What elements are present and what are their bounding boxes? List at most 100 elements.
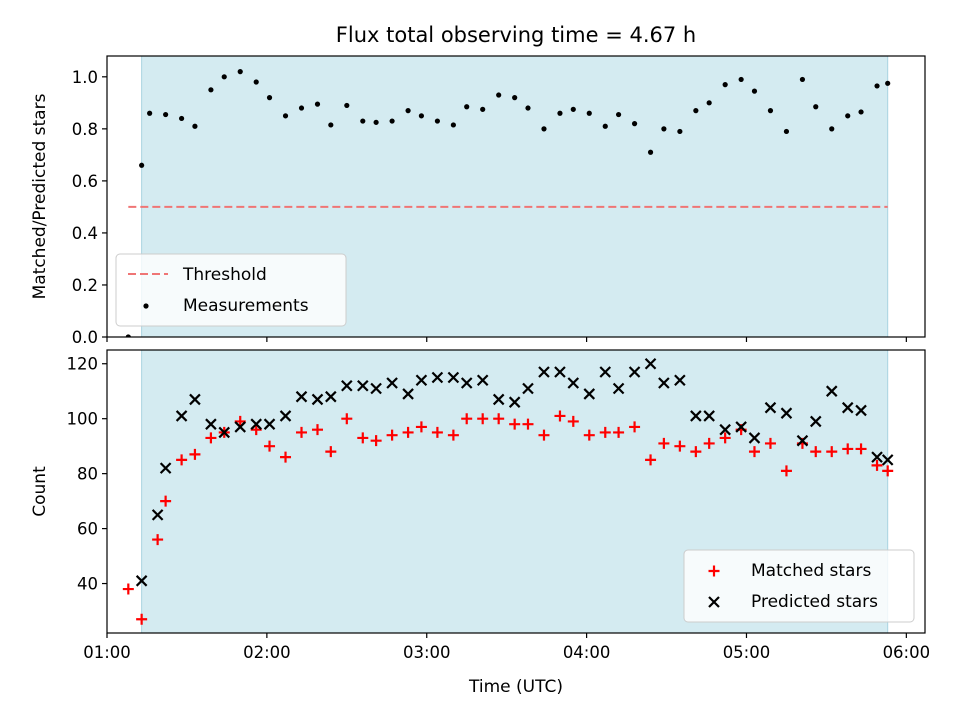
data-point (341, 413, 353, 425)
data-point (570, 106, 576, 112)
legend-swatch (143, 303, 149, 309)
data-point (647, 149, 654, 155)
x-tick-label: 02:00 (243, 643, 291, 662)
data-point (764, 401, 777, 414)
data-point (328, 122, 334, 128)
data-point (460, 377, 473, 389)
data-point (250, 418, 262, 430)
data-point (748, 432, 761, 444)
legend-label: Predicted stars (751, 592, 878, 612)
data-point (855, 404, 867, 417)
data-point (541, 126, 547, 132)
data-point (512, 95, 518, 101)
data-point (151, 509, 164, 521)
data-point (629, 421, 641, 433)
data-point (881, 454, 894, 466)
chart-title: Flux total observing time = 4.67 h (336, 23, 696, 47)
data-point (434, 118, 440, 124)
data-point (690, 446, 702, 458)
data-point (583, 429, 595, 441)
data-point (176, 454, 188, 466)
data-point (693, 108, 699, 114)
data-point (163, 111, 169, 118)
data-point (189, 448, 201, 460)
data-point (583, 388, 596, 400)
data-point (829, 126, 835, 132)
data-point (628, 366, 641, 378)
axes-frame (106, 55, 926, 338)
data-point (122, 583, 134, 595)
data-point (748, 446, 760, 458)
data-point (405, 108, 411, 114)
data-point (871, 459, 883, 471)
data-point (360, 118, 366, 124)
data-point (599, 366, 612, 378)
data-point (799, 76, 806, 83)
data-point (179, 115, 185, 122)
data-point (751, 88, 758, 94)
legend-item: Predicted stars (708, 592, 878, 612)
data-point (263, 418, 276, 430)
legend: Threshold Measurements (115, 253, 347, 327)
data-point (492, 393, 505, 406)
data-point (298, 105, 305, 111)
data-point (858, 109, 864, 115)
data-point (674, 440, 686, 452)
data-point (644, 357, 657, 370)
data-point (557, 110, 563, 116)
data-point (764, 437, 776, 449)
y-tick-label: 0.8 (72, 120, 98, 139)
data-point (599, 426, 611, 438)
y-tick-label: 0.6 (72, 172, 98, 191)
data-point (674, 374, 686, 387)
y-tick-label: 60 (77, 520, 98, 539)
data-point (147, 110, 153, 116)
data-point (809, 415, 822, 428)
data-point (175, 410, 188, 422)
data-point (855, 443, 867, 455)
x-tick-label: 01:00 (83, 643, 131, 662)
data-point (722, 82, 728, 88)
data-point (237, 69, 243, 75)
data-point (477, 413, 489, 425)
data-point (447, 371, 460, 384)
y-tick-label: 100 (67, 410, 99, 429)
data-point (885, 80, 891, 86)
data-point (780, 465, 792, 477)
axes-frame (106, 349, 926, 634)
data-point (431, 371, 444, 384)
data-point (508, 396, 521, 408)
data-point (525, 105, 531, 111)
legend-box (683, 549, 915, 623)
data-point (325, 390, 337, 403)
data-point (567, 415, 579, 427)
data-point (796, 434, 809, 447)
data-point (192, 123, 198, 129)
data-point (344, 102, 350, 109)
y-axis-label: Count (30, 466, 50, 517)
data-points (125, 69, 891, 337)
data-point (139, 162, 145, 168)
data-point (234, 421, 247, 433)
data-point (586, 110, 592, 116)
data-point (813, 104, 819, 110)
legend: Matched stars Predicted stars (683, 549, 915, 623)
data-point (645, 454, 657, 466)
data-point (282, 113, 289, 119)
data-point (279, 410, 292, 422)
data-point (631, 121, 638, 127)
data-point (719, 432, 731, 444)
data-point (874, 83, 880, 89)
data-point (159, 462, 172, 474)
x-axis-label: Time (UTC) (468, 677, 563, 697)
data-point (658, 437, 670, 449)
data-point (160, 495, 172, 507)
y-tick-label: 80 (77, 465, 98, 484)
data-point (826, 446, 838, 458)
data-point (253, 79, 259, 85)
data-point (602, 123, 608, 129)
data-point (780, 407, 793, 419)
data-point (311, 393, 324, 406)
data-point (418, 113, 425, 119)
data-point (311, 424, 323, 436)
